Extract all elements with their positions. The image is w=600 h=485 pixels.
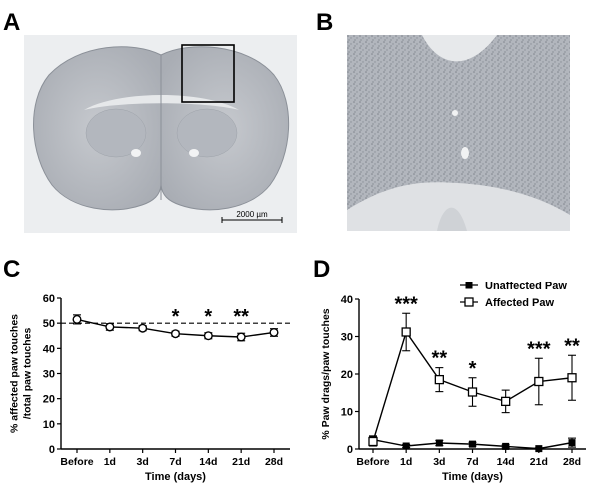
legend-label: Affected Paw	[485, 297, 555, 309]
legend-marker	[465, 282, 473, 289]
significance-marker: *	[469, 358, 477, 380]
y-tick-label: 0	[347, 444, 353, 456]
data-point	[469, 440, 476, 448]
y-tick-label: 20	[43, 394, 55, 406]
panel-label-a: A	[3, 9, 21, 36]
y-tick-label: 10	[43, 419, 55, 431]
significance-marker: **	[432, 348, 448, 370]
chart-d: 0 10 20 30 40 Before 1d 3d 7d 14d 21d 28d Time (days…	[320, 282, 586, 483]
left-striatum	[85, 108, 147, 158]
x-tick-label: 1d	[400, 456, 412, 468]
legend-label: Unaffected Paw	[485, 282, 567, 292]
x-tick-label: 7d	[169, 456, 181, 468]
x-axis-title: Time (days)	[145, 471, 206, 483]
significance-marker: ***	[394, 293, 418, 315]
midline-notch	[422, 35, 497, 62]
significance-marker: ***	[527, 338, 551, 360]
magnified-micrograph	[347, 35, 570, 231]
y-tick-label: 0	[49, 444, 55, 456]
data-point	[535, 445, 543, 453]
y-axis-title: /total paw touches	[22, 328, 34, 420]
right-ventricle	[189, 149, 199, 157]
y-tick-label: 30	[341, 332, 353, 344]
panel-label-b: B	[316, 9, 334, 36]
chart-c: 0 10 20 30 40 50 60 Before 1d 3d 7d 14d 21d 28d Time (…	[9, 293, 290, 483]
data-point	[105, 322, 115, 332]
significance-marker: *	[204, 306, 212, 328]
data-point	[467, 387, 478, 397]
y-tick-label: 30	[43, 369, 55, 381]
right-striatum	[176, 108, 238, 158]
panel-label-c: C	[3, 256, 21, 283]
y-tick-label: 20	[341, 369, 353, 381]
y-tick-label: 40	[341, 294, 353, 306]
data-point	[401, 327, 411, 337]
x-tick-label: 21d	[530, 456, 548, 468]
left-ventricle	[131, 149, 141, 157]
x-tick-label: 14d	[497, 456, 515, 468]
data-point	[203, 331, 213, 341]
x-tick-label: 3d	[137, 456, 149, 468]
y-axis-title: % affected paw touches	[9, 314, 21, 433]
x-tick-label: 1d	[104, 456, 116, 468]
data-point	[567, 373, 577, 383]
x-tick-label: 7d	[466, 456, 478, 468]
scale-bar-label: 2000 µm	[236, 210, 268, 219]
x-tick-label: 3d	[433, 456, 445, 468]
data-point	[501, 396, 511, 407]
data-point	[402, 442, 410, 450]
x-tick-label: 14d	[199, 456, 217, 468]
white-matter-band	[347, 182, 570, 231]
panel-label-d: D	[313, 256, 331, 283]
x-tick-label: 28d	[563, 456, 581, 468]
data-point	[368, 436, 378, 447]
x-tick-label: 28d	[265, 456, 283, 468]
data-point	[269, 327, 279, 337]
data-point	[434, 374, 444, 385]
y-tick-label: 40	[43, 343, 55, 355]
data-point	[138, 323, 148, 333]
data-point	[170, 329, 180, 339]
y-tick-label: 60	[43, 293, 55, 305]
x-tick-label: 21d	[232, 456, 250, 468]
y-tick-label: 10	[341, 407, 353, 419]
y-axis-title: % Paw drags/paw touches	[320, 308, 332, 439]
vessel-spot	[461, 147, 469, 159]
legend-marker	[464, 297, 474, 307]
x-tick-label: Before	[356, 456, 389, 468]
data-point	[236, 332, 246, 342]
x-tick-label: Before	[60, 456, 93, 468]
data-point	[568, 439, 576, 447]
significance-marker: **	[564, 335, 580, 357]
x-axis-title: Time (days)	[442, 471, 503, 483]
significance-marker: **	[233, 306, 249, 328]
inset-box	[181, 44, 235, 103]
data-point	[502, 442, 510, 450]
brain-section-micrograph: 2000 µm	[24, 35, 297, 233]
significance-marker: *	[172, 306, 180, 328]
y-tick-label: 50	[43, 318, 55, 330]
data-point	[72, 314, 82, 324]
data-point	[534, 376, 544, 387]
data-point	[435, 439, 443, 447]
